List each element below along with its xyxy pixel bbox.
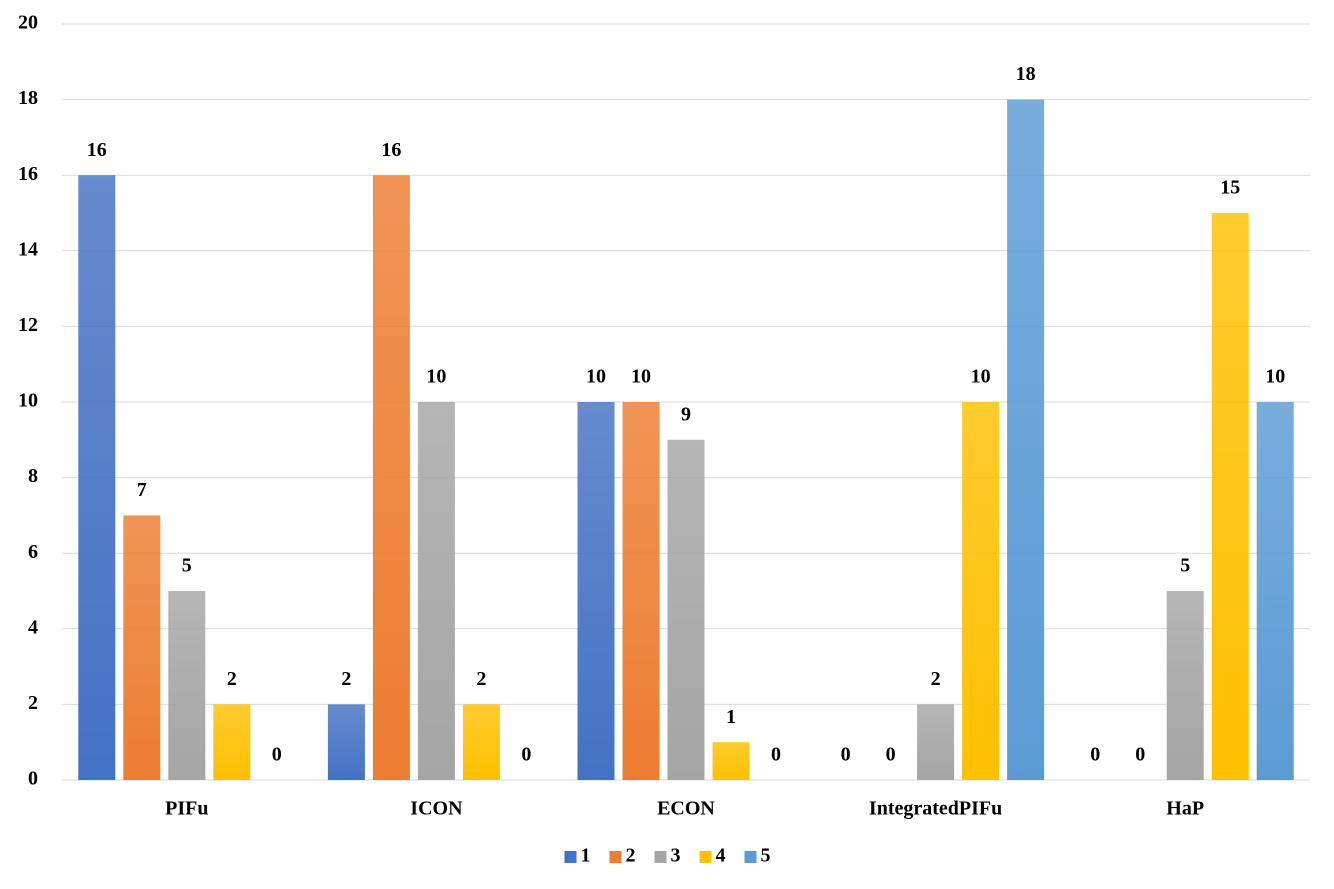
x-tick-label: PIFu bbox=[165, 798, 208, 820]
value-label: 9 bbox=[681, 403, 691, 425]
bar bbox=[123, 515, 161, 780]
bar bbox=[1166, 591, 1204, 780]
y-tick-label: 0 bbox=[28, 768, 38, 790]
bar bbox=[577, 402, 615, 780]
value-label: 0 bbox=[841, 744, 851, 766]
value-label: 10 bbox=[426, 366, 446, 388]
y-tick-label: 2 bbox=[28, 692, 38, 714]
legend-swatch bbox=[564, 851, 577, 863]
value-label: 5 bbox=[1180, 555, 1190, 577]
value-label: 2 bbox=[476, 668, 486, 690]
legend-label: 3 bbox=[671, 845, 681, 867]
value-label: 10 bbox=[631, 366, 651, 388]
value-label: 2 bbox=[341, 668, 351, 690]
legend-swatch bbox=[609, 851, 622, 863]
bar bbox=[622, 402, 660, 780]
value-label: 2 bbox=[227, 668, 237, 690]
bar bbox=[417, 402, 455, 780]
value-label: 18 bbox=[1016, 63, 1036, 85]
bar bbox=[462, 704, 500, 780]
value-label: 10 bbox=[1265, 366, 1285, 388]
x-tick-label: HaP bbox=[1166, 798, 1204, 820]
y-tick-label: 4 bbox=[28, 616, 38, 638]
y-tick-label: 6 bbox=[28, 541, 38, 563]
value-label: 0 bbox=[771, 744, 781, 766]
y-tick-label: 8 bbox=[28, 465, 38, 487]
value-label: 0 bbox=[1135, 744, 1145, 766]
value-label: 15 bbox=[1220, 177, 1240, 199]
legend-swatch bbox=[654, 851, 667, 863]
value-label: 2 bbox=[931, 668, 941, 690]
bar bbox=[1256, 402, 1294, 780]
value-label: 1 bbox=[726, 706, 736, 728]
legend-label: 5 bbox=[761, 845, 771, 867]
value-label: 10 bbox=[971, 366, 991, 388]
value-label: 10 bbox=[586, 366, 606, 388]
legend-swatch bbox=[744, 851, 757, 863]
bar bbox=[962, 402, 1000, 780]
bar bbox=[213, 704, 251, 780]
bar bbox=[372, 175, 410, 780]
bar bbox=[168, 591, 206, 780]
y-tick-label: 20 bbox=[18, 12, 38, 34]
y-tick-label: 18 bbox=[18, 87, 38, 109]
value-label: 0 bbox=[1090, 744, 1100, 766]
y-tick-label: 12 bbox=[18, 314, 38, 336]
value-label: 16 bbox=[87, 139, 107, 161]
legend-swatch bbox=[699, 851, 712, 863]
y-tick-label: 10 bbox=[18, 390, 38, 412]
legend-label: 1 bbox=[581, 845, 591, 867]
bar bbox=[712, 742, 750, 780]
value-label: 0 bbox=[521, 744, 531, 766]
legend-label: 2 bbox=[626, 845, 636, 867]
bar bbox=[917, 704, 955, 780]
y-tick-label: 16 bbox=[18, 163, 38, 185]
value-label: 16 bbox=[381, 139, 401, 161]
bar bbox=[327, 704, 365, 780]
value-label: 7 bbox=[137, 479, 147, 501]
value-label: 0 bbox=[886, 744, 896, 766]
value-label: 5 bbox=[182, 555, 192, 577]
bar bbox=[1007, 99, 1045, 781]
x-tick-label: ECON bbox=[657, 798, 715, 820]
x-tick-label: ICON bbox=[410, 798, 463, 820]
value-label: 0 bbox=[272, 744, 282, 766]
bar bbox=[1211, 213, 1249, 780]
bar bbox=[78, 175, 116, 780]
legend-label: 4 bbox=[716, 845, 726, 867]
y-tick-label: 14 bbox=[18, 238, 38, 260]
x-tick-label: IntegratedPIFu bbox=[869, 798, 1002, 820]
bar bbox=[667, 439, 705, 780]
